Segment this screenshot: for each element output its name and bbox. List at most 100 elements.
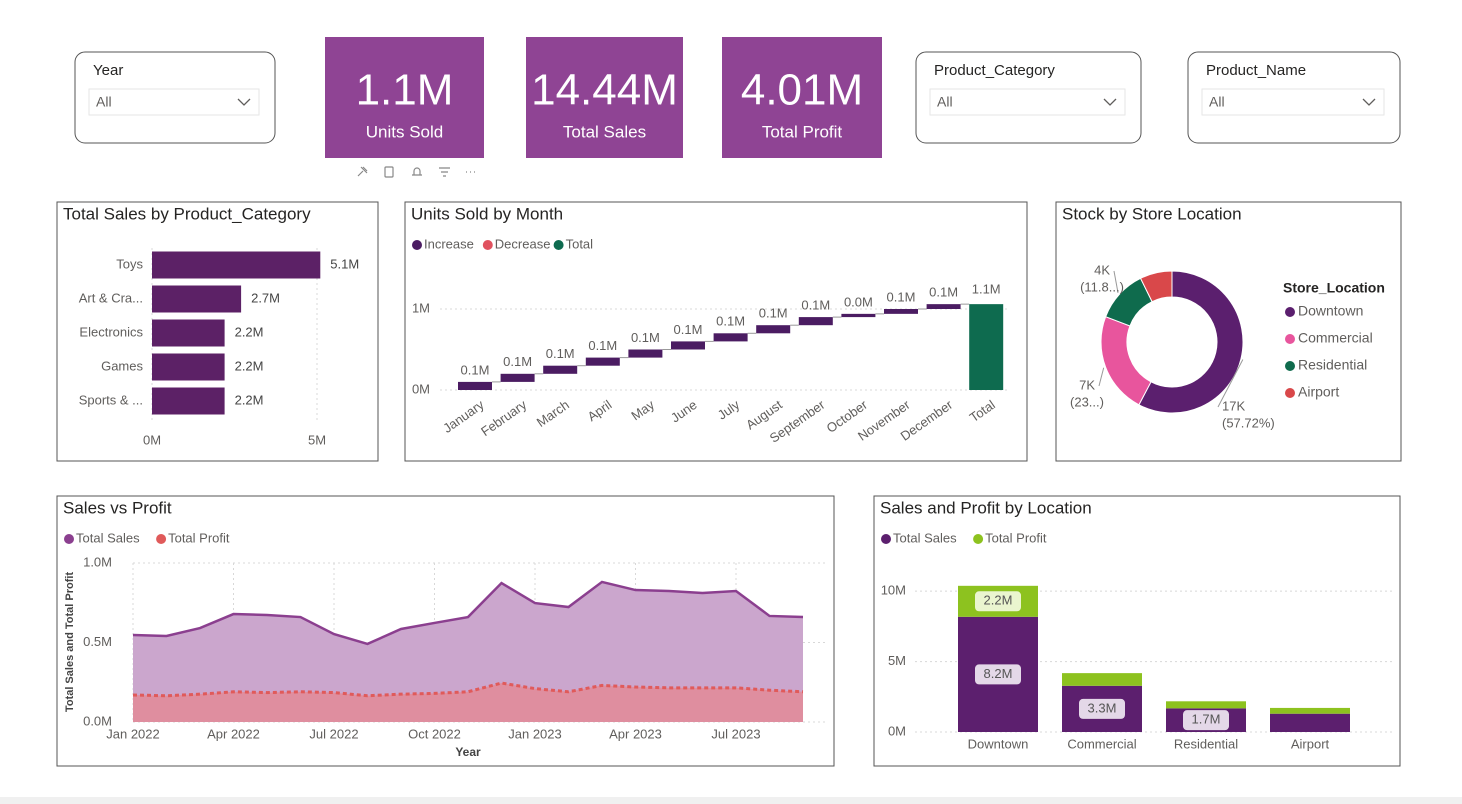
legend-title: Store_Location xyxy=(1283,280,1385,296)
legend-label: Downtown xyxy=(1298,303,1363,319)
chart-title: Sales and Profit by Location xyxy=(880,498,1092,517)
leader-line xyxy=(1113,270,1119,293)
legend-marker xyxy=(1285,388,1295,398)
data-label: 0.1M xyxy=(461,362,490,377)
data-label: 0.1M xyxy=(716,314,745,329)
slicer-label: Year xyxy=(93,62,123,79)
legend-label: Commercial xyxy=(1298,330,1373,346)
legend-marker xyxy=(1285,307,1295,317)
legend-marker xyxy=(1285,361,1295,371)
visual-panel xyxy=(404,201,1028,462)
data-label: 8.2M xyxy=(984,666,1013,681)
waterfall-bar xyxy=(671,341,705,350)
dropdown[interactable] xyxy=(88,88,260,116)
x-tick-label: Jul 2022 xyxy=(309,726,358,741)
bar xyxy=(152,285,242,313)
kpi-card xyxy=(722,37,882,158)
y-tick-label: 1M xyxy=(412,300,430,315)
x-axis-title: Year xyxy=(455,745,481,759)
legend-marker xyxy=(881,534,891,544)
data-label: 0.1M xyxy=(546,346,575,361)
waterfall-bar xyxy=(841,313,876,318)
data-label: 1.1M xyxy=(972,282,1001,297)
x-tick-label: Downtown xyxy=(968,736,1029,751)
data-label: (23...) xyxy=(1070,394,1104,409)
y-tick-label: Art & Cra... xyxy=(79,290,143,305)
waterfall-bar xyxy=(798,317,833,326)
legend-marker xyxy=(973,534,984,544)
chevron xyxy=(237,98,251,106)
data-label: 5.1M xyxy=(330,256,359,271)
y-axis-title: Total Sales and Total Profit xyxy=(64,572,76,713)
legend-marker xyxy=(553,240,564,250)
x-tick-label: Apr 2023 xyxy=(609,726,662,741)
line xyxy=(132,580,804,646)
chart-title: Total Sales by Product_Category xyxy=(63,204,311,223)
data-label: 2.2M xyxy=(235,358,264,373)
kpi-label: Units Sold xyxy=(366,122,443,141)
kpi-card xyxy=(526,37,683,158)
total-bar xyxy=(969,304,1004,390)
data-label: 0.1M xyxy=(588,338,617,353)
x-tick-label: Oct 2022 xyxy=(408,726,461,741)
legend-label: Total Profit xyxy=(985,530,1047,545)
data-label: 2.2M xyxy=(235,324,264,339)
y-tick-label: 10M xyxy=(881,583,906,598)
y-tick-label: Toys xyxy=(116,256,143,271)
legend-marker xyxy=(156,534,167,544)
waterfall-bar xyxy=(756,325,791,334)
dropdown[interactable] xyxy=(1201,88,1385,116)
y-tick-label: Games xyxy=(101,358,143,373)
label-box xyxy=(1079,698,1125,719)
data-label: 0.1M xyxy=(674,322,703,337)
x-tick-label: Apr 2022 xyxy=(207,726,260,741)
dropdown-value: All xyxy=(937,94,953,110)
legend-label: Decrease xyxy=(495,236,551,251)
x-tick-label: Jan 2023 xyxy=(508,726,562,741)
kpi-value: 1.1M xyxy=(356,66,454,115)
slicer-label: Product_Name xyxy=(1206,62,1306,79)
line xyxy=(132,681,804,698)
x-tick-label: Airport xyxy=(1291,736,1330,751)
data-label: 7K xyxy=(1079,377,1095,392)
legend-label: Total Sales xyxy=(76,530,140,545)
label-box xyxy=(975,664,1021,685)
legend-label: Residential xyxy=(1298,357,1367,373)
bar-segment xyxy=(1270,713,1350,732)
x-tick-label: 5M xyxy=(308,432,326,447)
area-fill xyxy=(133,683,803,722)
waterfall-bar xyxy=(543,365,578,374)
legend-label: Total Profit xyxy=(168,530,230,545)
data-label: 0.1M xyxy=(887,289,916,304)
kpi-label: Total Sales xyxy=(563,122,646,141)
dropdown[interactable] xyxy=(929,88,1126,116)
data-label: 17K xyxy=(1222,398,1245,413)
legend-label: Airport xyxy=(1298,384,1339,400)
x-tick-label: 0M xyxy=(143,432,161,447)
waterfall-bar xyxy=(713,333,748,342)
legend-marker xyxy=(64,534,74,544)
kpi-value: 4.01M xyxy=(741,66,863,115)
bar-segment xyxy=(1270,707,1350,714)
data-label: 2.2M xyxy=(235,392,264,407)
legend-label: Total Sales xyxy=(893,530,957,545)
bar xyxy=(152,319,225,347)
bar xyxy=(152,353,225,381)
x-tick-label: Residential xyxy=(1174,736,1238,751)
label-box xyxy=(975,591,1021,612)
y-tick-label: 0.0M xyxy=(83,713,112,728)
x-tick-label: Commercial xyxy=(1067,736,1136,751)
data-label: 0.1M xyxy=(801,298,830,313)
data-label: (11.8...) xyxy=(1080,279,1124,294)
kpi-value: 14.44M xyxy=(531,66,678,115)
bar xyxy=(152,387,225,415)
data-label: 2.7M xyxy=(251,290,280,305)
data-label: 3.3M xyxy=(1088,700,1117,715)
data-label: 0.0M xyxy=(844,294,873,309)
chevron xyxy=(1362,98,1376,106)
slicer-label: Product_Category xyxy=(934,62,1055,79)
x-tick-label: Jul 2023 xyxy=(711,726,760,741)
y-tick-label: 1.0M xyxy=(83,554,112,569)
waterfall-bar xyxy=(585,357,620,366)
